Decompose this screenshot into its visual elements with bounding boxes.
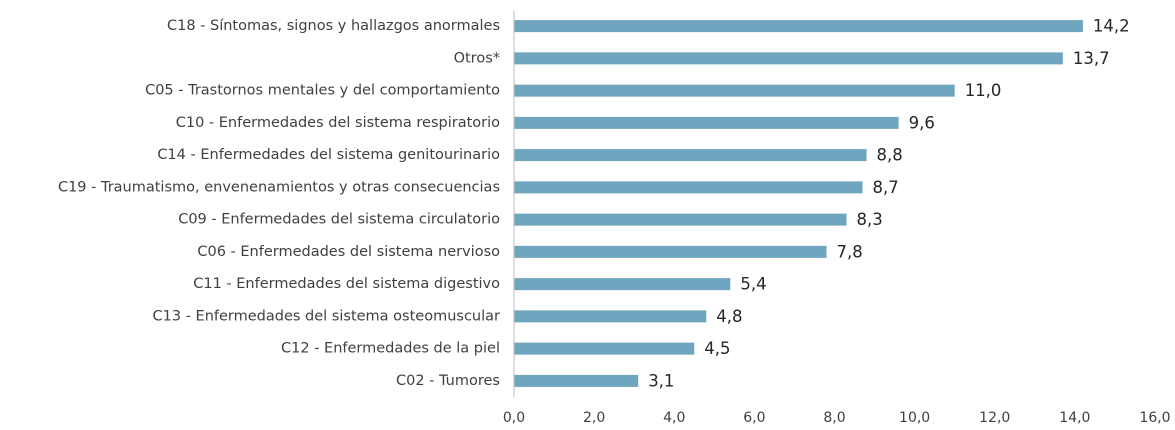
- value-label: 11,0: [965, 81, 1002, 100]
- x-tick-label: 6,0: [743, 410, 765, 426]
- category-label: Otros*: [454, 50, 500, 66]
- bar: [514, 116, 899, 129]
- value-label: 4,8: [716, 307, 742, 326]
- bar: [514, 374, 639, 387]
- category-label: C11 - Enfermedades del sistema digestivo: [193, 276, 500, 292]
- value-label: 3,1: [648, 371, 674, 390]
- category-label: C12 - Enfermedades de la piel: [281, 341, 500, 357]
- value-label: 9,6: [909, 113, 935, 132]
- category-label: C09 - Enfermedades del sistema circulato…: [178, 212, 500, 228]
- x-tick-label: 14,0: [1059, 410, 1090, 426]
- value-label: 8,7: [873, 178, 899, 197]
- bar: [514, 181, 863, 194]
- bar: [514, 278, 731, 291]
- bar: [514, 213, 847, 226]
- x-tick-label: 12,0: [979, 410, 1010, 426]
- category-label: C18 - Síntomas, signos y hallazgos anorm…: [167, 18, 500, 34]
- x-tick-label: 8,0: [823, 410, 845, 426]
- category-label: C10 - Enfermedades del sistema respirato…: [176, 115, 500, 131]
- bar: [514, 245, 827, 258]
- value-label: 13,7: [1073, 49, 1110, 68]
- bar: [514, 20, 1083, 33]
- bar: [514, 84, 955, 97]
- category-label: C13 - Enfermedades del sistema osteomusc…: [153, 308, 501, 324]
- bar: [514, 52, 1063, 65]
- x-tick-label: 0,0: [503, 410, 525, 426]
- value-label: 4,5: [704, 339, 730, 358]
- category-label: C02 - Tumores: [396, 373, 500, 389]
- value-label: 8,3: [857, 210, 883, 229]
- category-label: C06 - Enfermedades del sistema nervioso: [197, 244, 500, 260]
- value-label: 7,8: [836, 242, 862, 261]
- x-tick-label: 10,0: [899, 410, 930, 426]
- bar: [514, 310, 707, 323]
- x-tick-label: 2,0: [583, 410, 605, 426]
- value-label: 8,8: [877, 146, 903, 165]
- category-label: C19 - Traumatismo, envenenamientos y otr…: [58, 179, 500, 195]
- bar: [514, 149, 867, 162]
- bar: [514, 342, 695, 355]
- x-tick-label: 4,0: [663, 410, 685, 426]
- category-label: C05 - Trastornos mentales y del comporta…: [145, 83, 500, 99]
- category-label: C14 - Enfermedades del sistema genitouri…: [157, 147, 500, 163]
- value-label: 5,4: [740, 275, 766, 294]
- x-tick-label: 16,0: [1139, 410, 1170, 426]
- value-label: 14,2: [1093, 17, 1130, 36]
